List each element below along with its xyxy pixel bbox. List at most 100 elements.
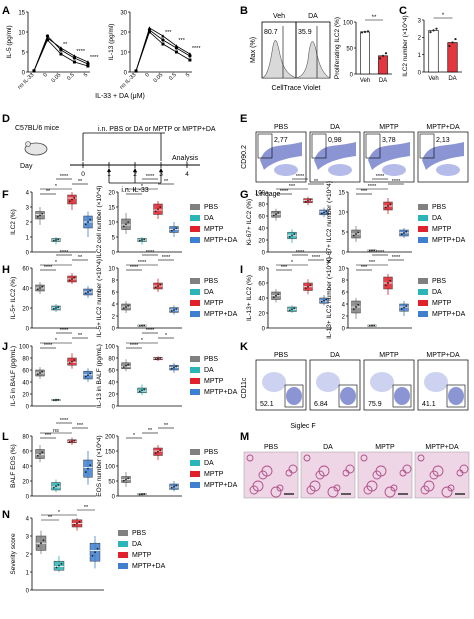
y-tick-label: 5: [22, 50, 26, 56]
box-point: [60, 563, 63, 565]
timeline-day-label: Day: [20, 163, 33, 170]
y-tick-label: 10: [108, 220, 115, 226]
box-point: [138, 493, 141, 496]
box-point: [175, 484, 178, 487]
box-point: [373, 324, 376, 327]
x-tick-label: 0.5: [66, 72, 76, 82]
box-point: [138, 390, 141, 393]
flow-density: [328, 164, 352, 176]
box-point: [154, 210, 157, 213]
sig-label: ****: [60, 418, 69, 424]
legend-swatch: [190, 367, 200, 373]
flow-plot-title: MPTP: [379, 124, 399, 131]
flow-gate: [446, 384, 466, 408]
legend-swatch: [418, 204, 428, 210]
y-tick-label: 100: [105, 344, 116, 350]
box-point: [68, 440, 71, 443]
x-tick-label: 0.5: [168, 72, 178, 82]
legend-swatch: [190, 389, 200, 395]
x-tick-label: DA: [448, 76, 456, 82]
data-point: [45, 38, 49, 42]
legend-label: PBS: [432, 278, 446, 285]
sig-label: ****: [368, 184, 377, 190]
legend-label: MPTP: [204, 226, 224, 233]
box-point: [73, 523, 76, 526]
data-point: [161, 34, 165, 38]
y-tick-label: 20: [22, 392, 29, 398]
sig-label: ****: [130, 265, 139, 271]
alveolus: [384, 486, 396, 498]
alveolus: [309, 480, 321, 492]
alveolus: [375, 465, 387, 477]
y-tick-label: 60: [258, 281, 265, 287]
box-point: [41, 370, 44, 373]
flow-plot-title: PBS: [274, 352, 288, 359]
box-point: [141, 493, 143, 496]
sig-label: ***: [289, 184, 296, 190]
y-axis-label: Ki-67+ ILC2 number (×10^4): [326, 181, 333, 263]
legend-label: MPTP+DA: [132, 563, 166, 570]
y-tick-label: 0: [26, 326, 30, 332]
legend: PBS DA MPTP MPTP+DA: [418, 204, 466, 244]
box-point: [55, 485, 57, 488]
y-tick-label: 0: [112, 326, 116, 332]
flow-gate: [392, 384, 412, 408]
y-tick-label: 10: [108, 266, 115, 272]
box-point: [138, 324, 141, 327]
flow-density: [260, 142, 302, 170]
legend-swatch: [190, 278, 200, 284]
box-point: [154, 452, 157, 455]
box-point: [304, 200, 307, 203]
box-point: [157, 357, 159, 360]
box-point: [73, 276, 76, 279]
box-point: [307, 199, 309, 202]
flow-plot-title: DA: [330, 124, 340, 131]
histogram-ylabel: Max (%): [250, 37, 257, 63]
sig-label: *: [133, 189, 136, 195]
sig-label: **: [46, 189, 51, 195]
box-point: [173, 485, 175, 488]
sig-label: ****: [296, 250, 305, 256]
box-point: [323, 211, 325, 214]
bar-point: [360, 31, 364, 34]
bar-Veh: [360, 31, 370, 75]
y-tick-label: 0: [112, 404, 116, 410]
data-point: [86, 60, 90, 64]
alveolus: [459, 464, 469, 474]
box-point: [143, 238, 146, 241]
box-point: [73, 439, 76, 442]
box-point: [355, 233, 357, 235]
flow-density: [370, 372, 394, 392]
box-point: [68, 362, 71, 364]
box-point: [323, 299, 325, 302]
box-point: [170, 367, 173, 370]
flow-density: [274, 164, 298, 176]
sig-label: *: [141, 338, 144, 344]
sig-label: ***: [45, 433, 52, 439]
box-point: [57, 398, 60, 401]
alveolus: [288, 464, 298, 474]
flow-density: [368, 142, 410, 170]
y-tick-label: 15: [18, 10, 25, 16]
bar-point: [435, 27, 438, 30]
box-point: [400, 308, 403, 310]
box-point: [52, 486, 55, 489]
y-tick-label: 2: [26, 220, 30, 226]
box-point: [125, 306, 127, 308]
panel-letter-k: K: [240, 341, 248, 353]
y-tick-label: 60: [22, 266, 29, 272]
legend-swatch: [418, 300, 428, 306]
box-point: [272, 214, 275, 217]
sig-label: *: [55, 184, 58, 190]
bar-point: [429, 31, 432, 34]
box-point: [52, 307, 55, 310]
y-tick-label: 100: [343, 20, 354, 26]
sig-label: ***: [281, 265, 288, 271]
box-point: [87, 291, 89, 293]
y-tick-label: 5: [112, 235, 116, 241]
y-tick-label: 4: [342, 302, 346, 308]
flow-k-xlabel: Siglec F: [290, 423, 315, 430]
alveolus: [372, 470, 382, 480]
